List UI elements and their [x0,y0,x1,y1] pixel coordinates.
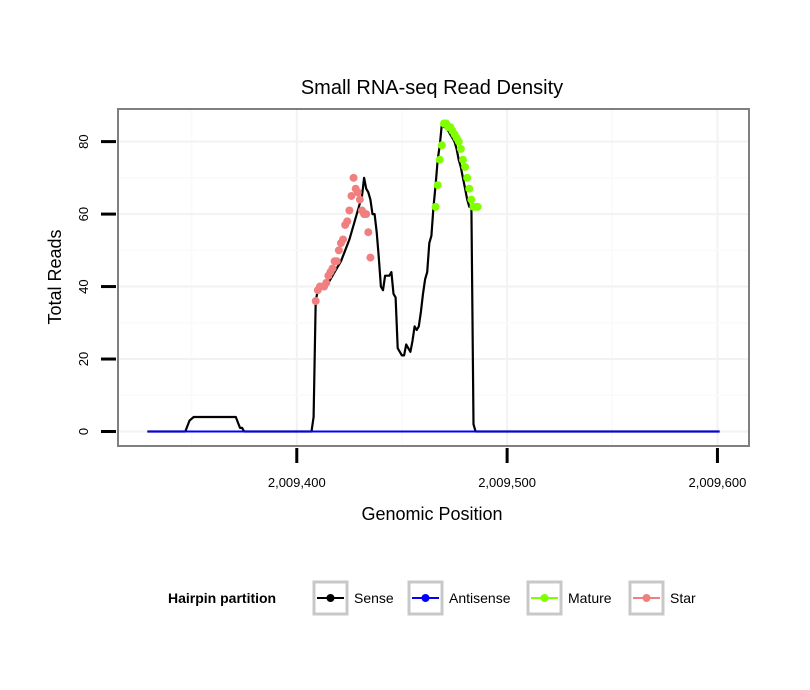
y-tick-label: 40 [76,279,91,293]
legend-entry-sense: Sense [312,580,394,616]
data-point-mature [433,181,442,190]
legend-entry-label: Mature [568,590,612,606]
y-tick-label: 60 [76,207,91,221]
x-axis: 2,009,400 2,009,500 2,009,600 [268,448,747,490]
legend-key-point [421,594,430,602]
legend-entry-label: Antisense [449,590,511,606]
chart-title: Small RNA-seq Read Density [301,77,563,99]
legend-key-point [540,594,549,602]
legend-entry-antisense: Antisense [407,580,511,616]
y-tick-label: 20 [76,352,91,366]
data-point-mature [454,137,463,146]
data-point-star [362,210,371,219]
legend-key-point [642,594,651,602]
data-point-mature [435,155,444,164]
data-point-mature [431,202,440,211]
legend-key-point [326,594,335,602]
data-point-star [332,257,341,266]
data-point-star [347,191,356,200]
legend-title: Hairpin partition [168,590,276,606]
data-point-star [334,246,343,255]
data-point-mature [458,155,467,164]
x-tick-label: 2,009,500 [478,475,536,490]
data-point-star [328,264,337,273]
x-axis-label: Genomic Position [361,504,502,524]
data-series [147,119,720,433]
data-point-mature [463,173,472,182]
data-point-star [366,253,375,262]
legend-entry-label: Sense [354,590,394,606]
data-point-star [343,217,352,226]
x-tick-label: 2,009,400 [268,475,326,490]
y-tick-label: 0 [76,428,91,435]
data-point-star [339,235,348,244]
data-point-mature [456,144,465,153]
legend-entry-mature: Mature [526,580,612,616]
x-tick-label: 2,009,600 [689,475,747,490]
data-point-star [364,228,373,237]
data-point-star [355,195,364,204]
data-point-mature [473,202,482,211]
data-point-mature [461,162,470,171]
data-point-star [349,173,358,182]
legend-entry-label: Star [670,590,696,606]
y-axis: 0 20 40 60 80 [76,134,116,435]
data-point-star [353,188,362,197]
plot-panel-background [118,109,749,446]
data-point-star [322,278,331,287]
data-point-star [345,206,354,215]
plot-panel-border [117,108,750,447]
data-point-star [311,297,320,306]
y-axis-label: Total Reads [45,229,65,324]
data-point-mature [465,184,474,193]
legend: Hairpin partition Sense Antisense Mature Sta… [168,580,696,616]
data-point-mature [467,195,476,204]
data-point-mature [437,141,446,150]
y-tick-label: 80 [76,134,91,148]
legend-entry-star: Star [628,580,696,616]
